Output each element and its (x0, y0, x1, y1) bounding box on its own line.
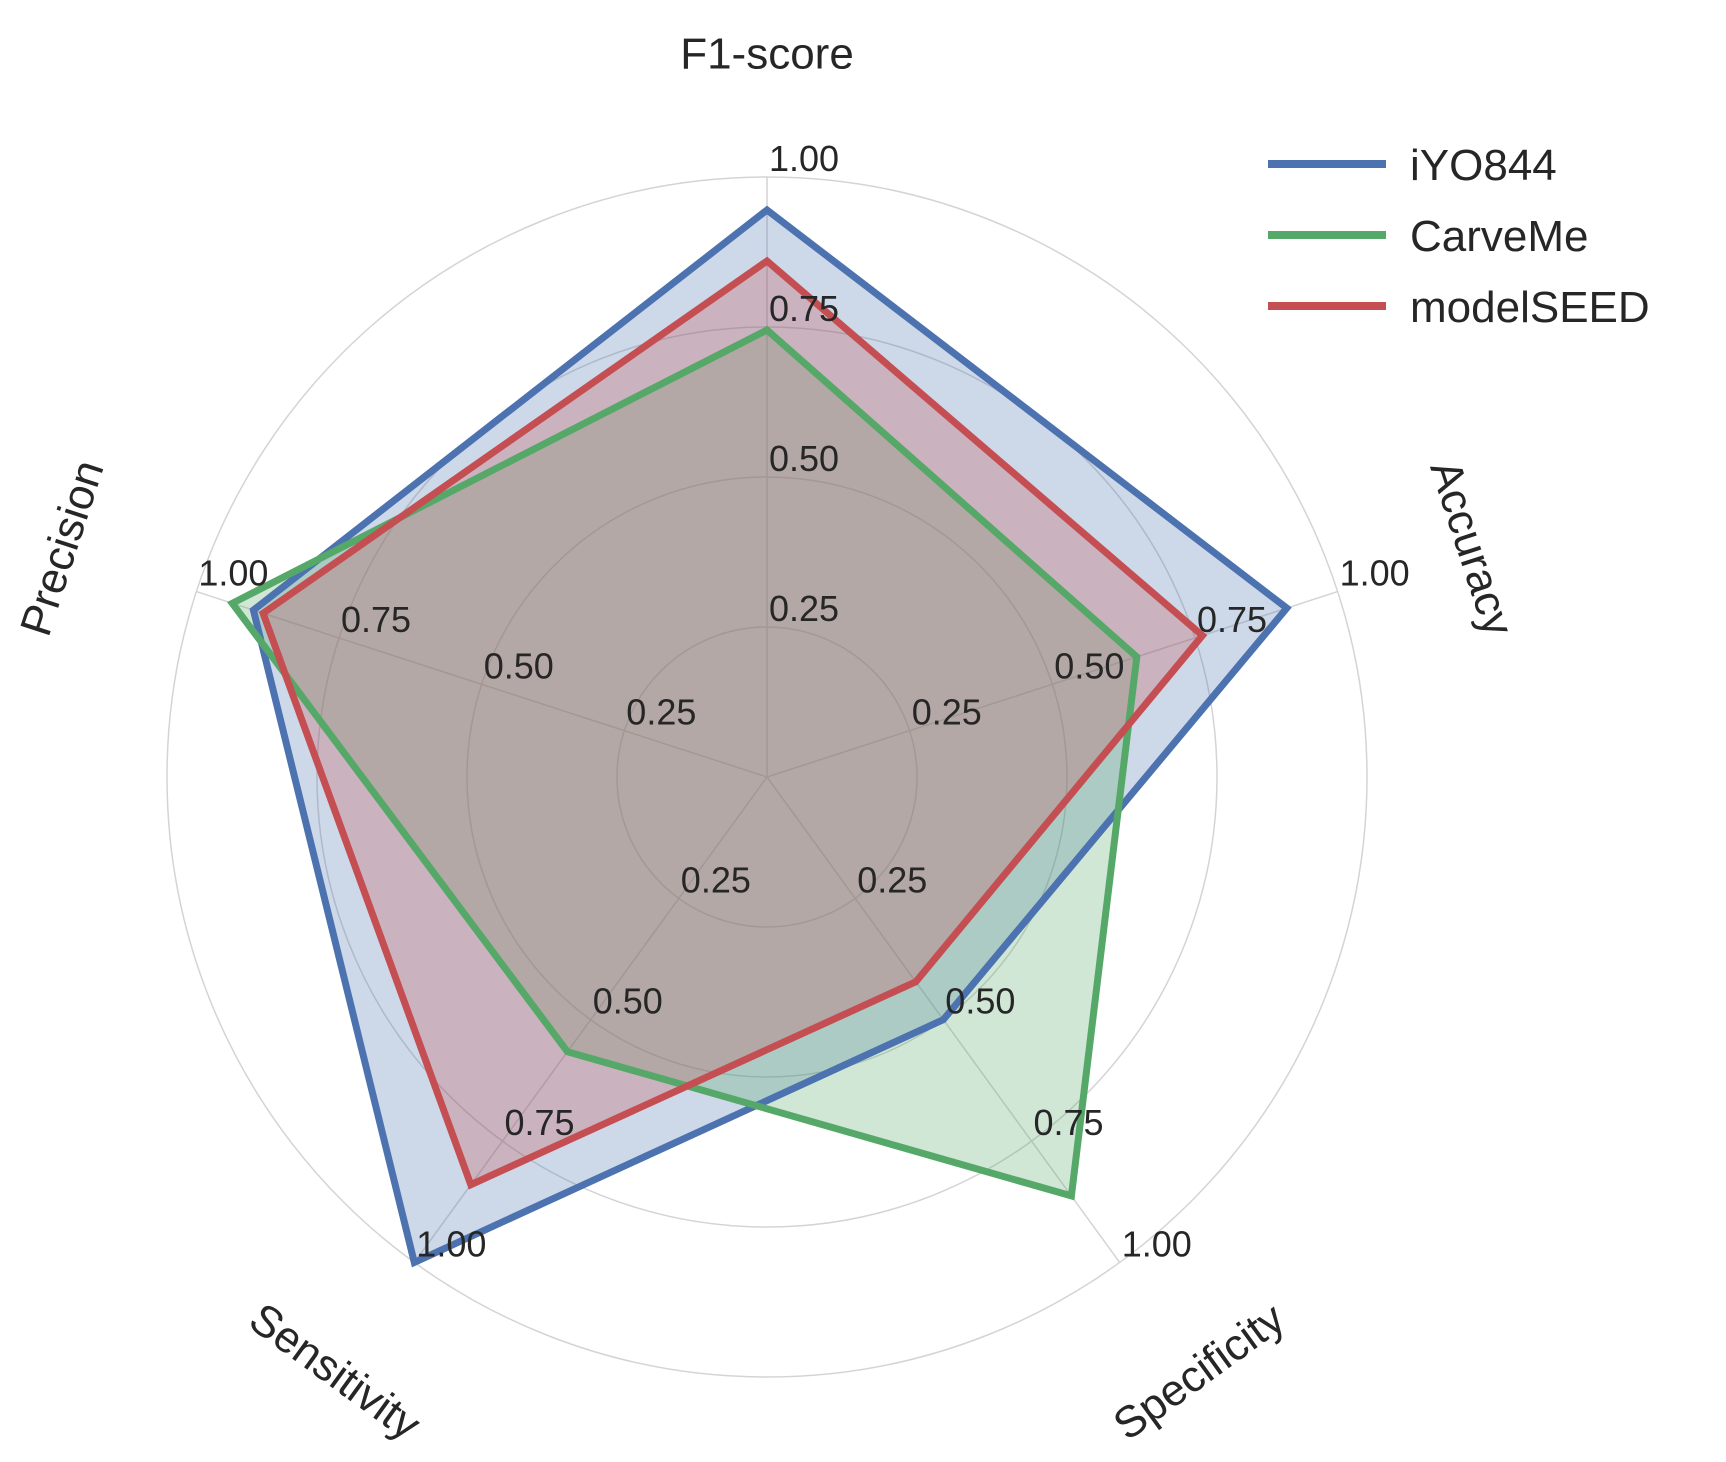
tick-label: 1.00 (1340, 553, 1410, 594)
legend-label-carveme: CarveMe (1410, 212, 1589, 261)
axis-label-f1-score: F1-score (680, 30, 854, 79)
tick-label: 0.75 (341, 599, 411, 640)
tick-label: 0.75 (769, 288, 839, 329)
tick-label: 0.25 (912, 692, 982, 733)
tick-label: 1.00 (198, 553, 268, 594)
tick-label: 0.25 (769, 588, 839, 629)
tick-label: 1.00 (416, 1223, 486, 1264)
tick-label: 1.00 (769, 138, 839, 179)
series-fill-iyo844 (253, 210, 1287, 1263)
axis-label-precision: Precision (11, 454, 114, 641)
tick-label: 0.50 (769, 438, 839, 479)
series-lines (227, 205, 1292, 1268)
tick-label: 0.75 (1197, 599, 1267, 640)
series-line-modelseed (258, 256, 1208, 1190)
tick-label: 0.50 (484, 645, 554, 686)
legend-label-iyo844: iYO844 (1410, 141, 1557, 190)
series-line-iyo844 (249, 205, 1292, 1268)
series-fills (232, 210, 1287, 1263)
tick-label: 0.50 (1054, 645, 1124, 686)
tick-label: 1.00 (1122, 1223, 1192, 1264)
axis-label-sensitivity: Sensitivity (240, 1294, 429, 1450)
series-fill-carveme (232, 330, 1137, 1196)
legend-label-modelseed: modelSEED (1410, 283, 1650, 332)
spoke-accuracy (766, 590, 1338, 778)
tick-label: 0.75 (1034, 1102, 1104, 1143)
tick-label: 0.25 (857, 859, 927, 900)
tick-label: 0.25 (681, 859, 751, 900)
tick-label: 0.50 (593, 981, 663, 1022)
tick-labels: 0.25 0.50 0.75 1.00 0.25 0.50 0.75 1.00 0.25 0.50… (198, 138, 1409, 1264)
axis-label-specificity: Specificity (1105, 1294, 1294, 1450)
tick-label: 0.25 (626, 692, 696, 733)
tick-label: 0.75 (505, 1102, 575, 1143)
axis-label-accuracy: Accuracy (1420, 454, 1523, 641)
legend: iYO844 CarveMe modelSEED (1268, 141, 1650, 332)
spoke-precision (196, 590, 768, 778)
grid (166, 176, 1368, 1378)
tick-label: 0.50 (945, 981, 1015, 1022)
series-line-carveme (227, 325, 1141, 1201)
